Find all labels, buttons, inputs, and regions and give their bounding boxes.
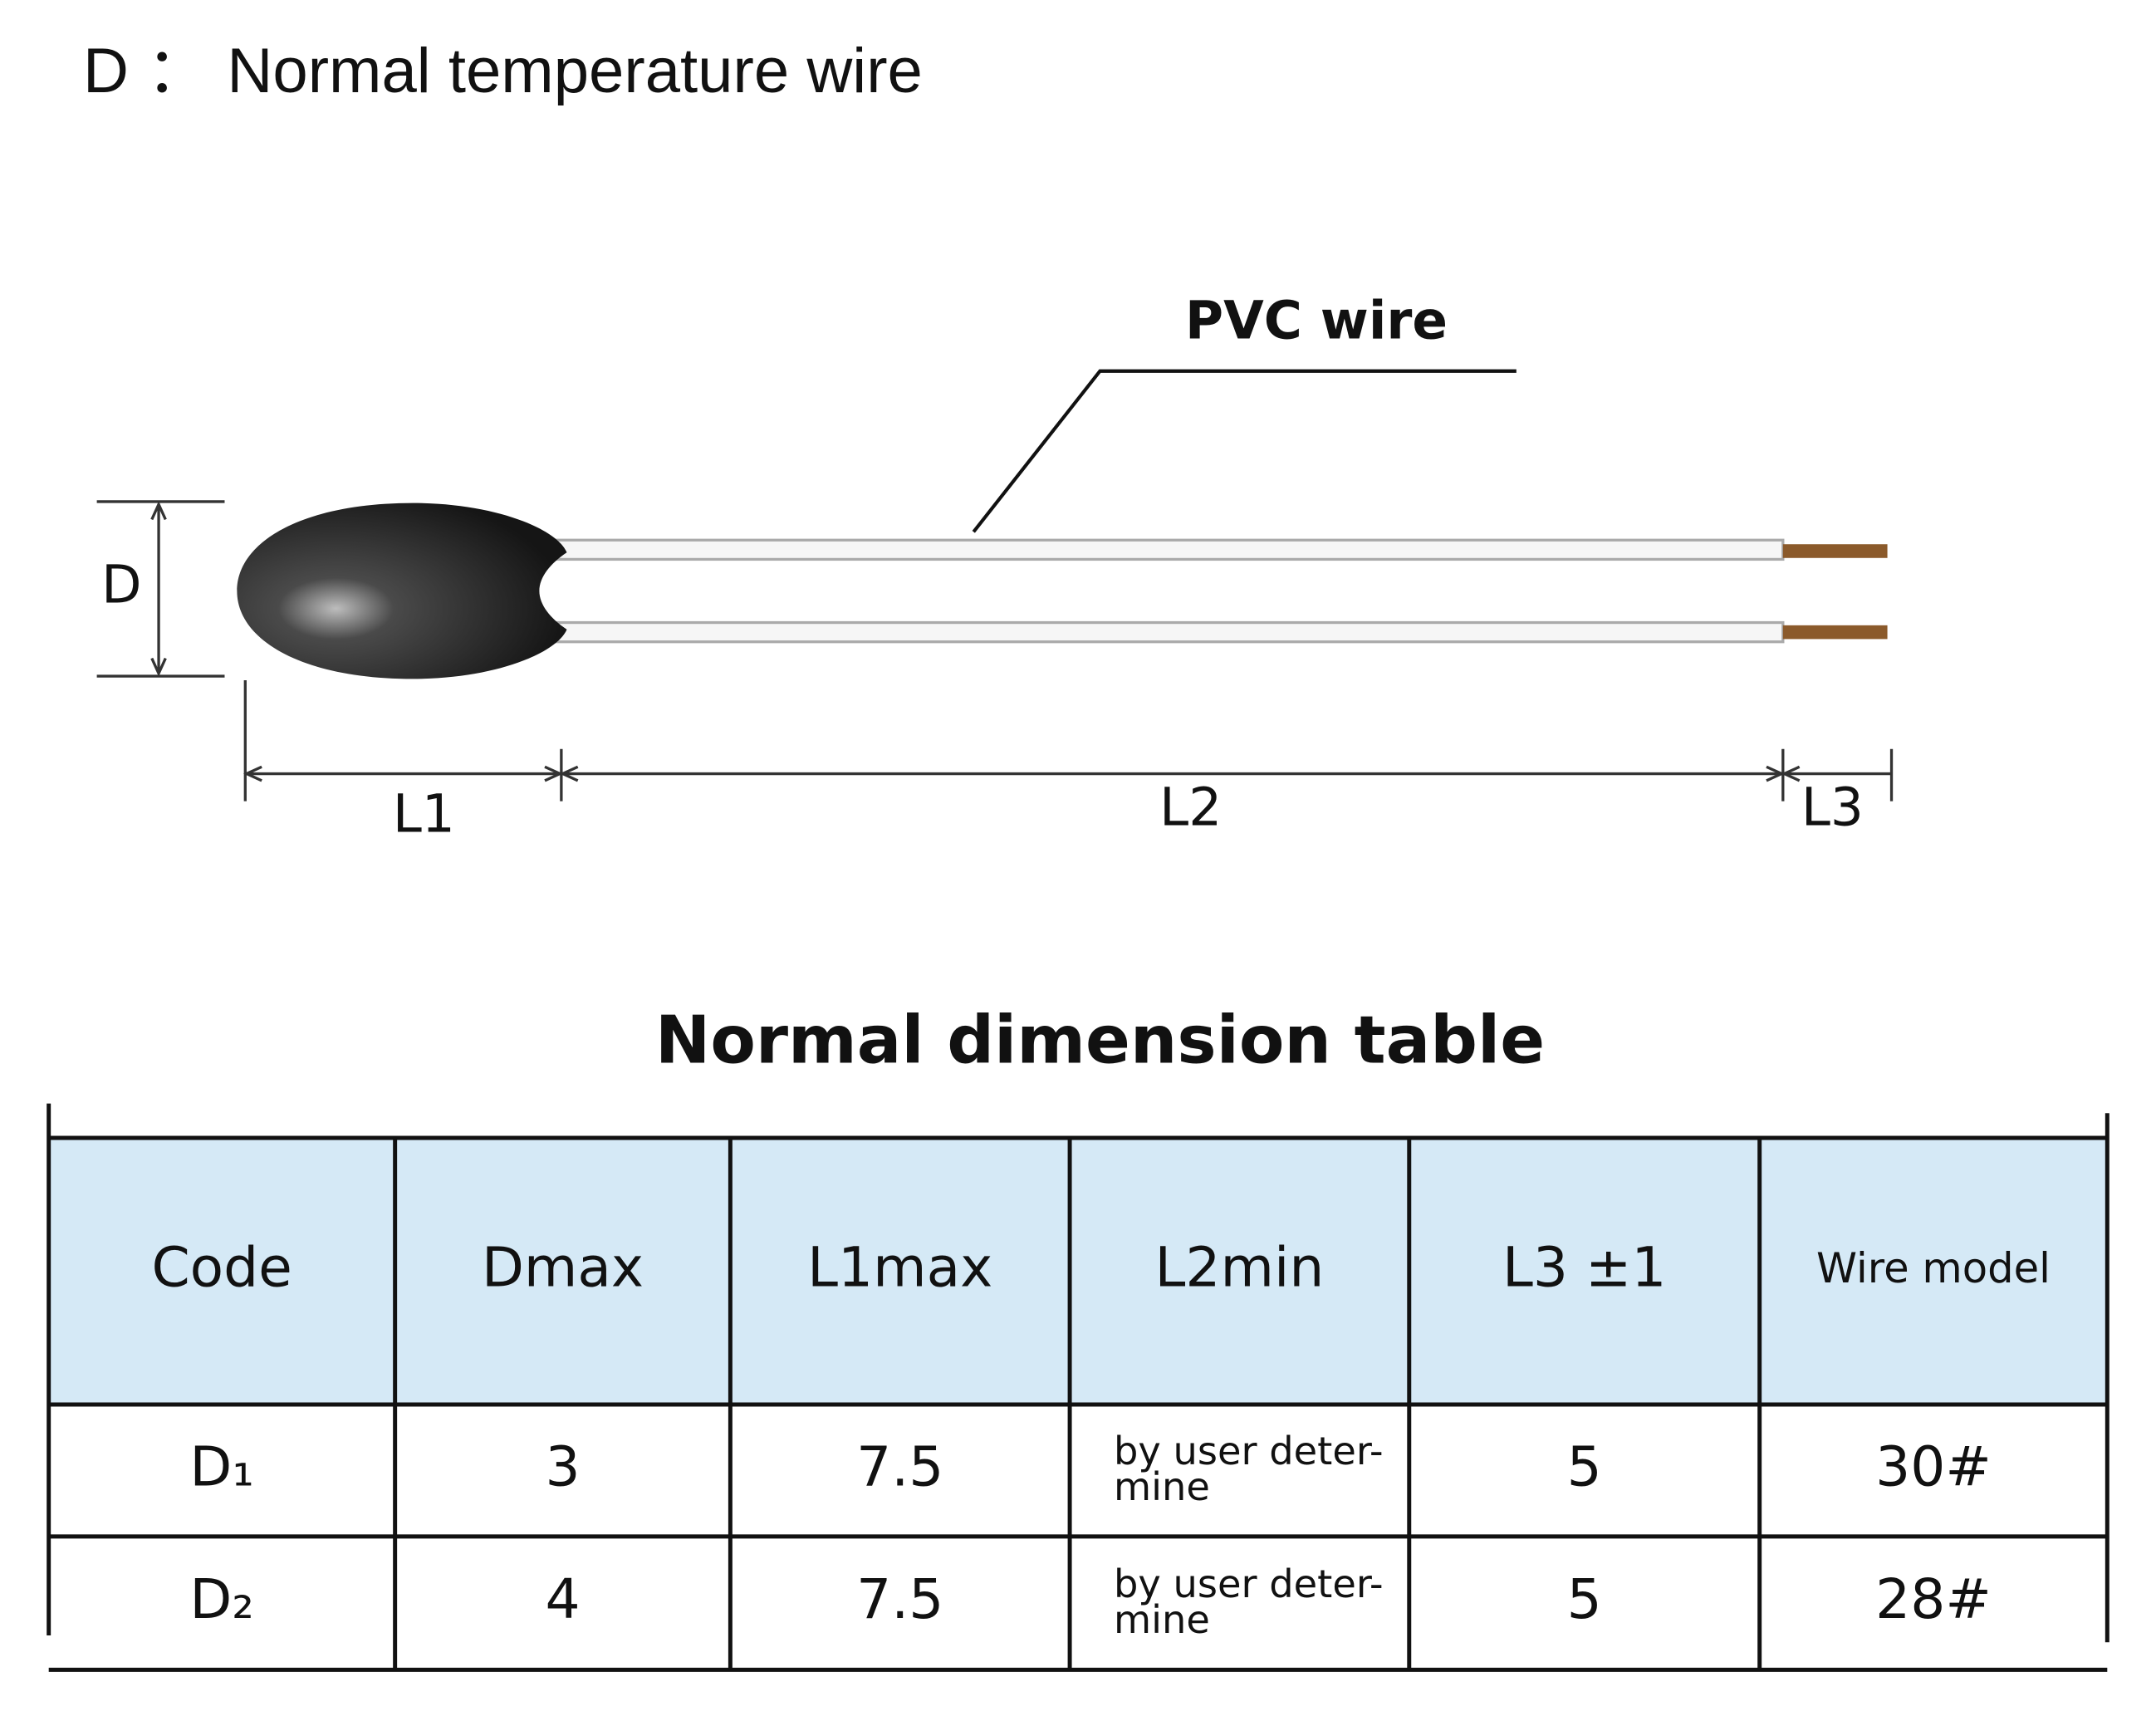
header-background	[48, 1138, 2108, 1405]
table-title: Normal dimension table	[655, 1001, 1545, 1078]
table-cell: 7.5	[856, 1435, 943, 1499]
column-header: Dmax	[482, 1236, 644, 1300]
wire-label: PVC wire	[1185, 291, 1448, 351]
table-cell: 30#	[1875, 1435, 1992, 1499]
column-header: L2min	[1155, 1236, 1325, 1300]
table-cell: 4	[545, 1567, 580, 1631]
copper-end	[1782, 625, 1888, 640]
wire	[541, 620, 1785, 644]
bead	[237, 503, 567, 679]
table-cell: 5	[1567, 1435, 1602, 1499]
dimension-label: L1	[393, 784, 455, 845]
table-cell: 3	[545, 1435, 580, 1499]
table-cell: 28#	[1875, 1567, 1992, 1631]
table-cell: mine	[1114, 1464, 1210, 1509]
column-header: Wire model	[1816, 1244, 2051, 1292]
table-cell: 5	[1567, 1567, 1602, 1631]
thermistor-drawing: PVC wire D L1 L2 L3	[96, 291, 1894, 845]
wire	[541, 538, 1785, 561]
dimension-label: L2	[1159, 777, 1222, 837]
dimension-lines	[96, 500, 1894, 802]
table-cell: D₂	[189, 1567, 253, 1631]
table-cell: by user deter-	[1114, 1429, 1384, 1473]
column-header: L3 ±1	[1502, 1236, 1667, 1300]
column-header: Code	[151, 1236, 292, 1300]
table-cell: by user deter-	[1114, 1561, 1384, 1606]
table-cell: 7.5	[856, 1567, 943, 1631]
copper-end	[1782, 544, 1888, 558]
dimension-label: L3	[1801, 777, 1864, 837]
leader-line	[972, 369, 1517, 533]
dimension-label: D	[101, 554, 141, 615]
table-cell: mine	[1114, 1597, 1210, 1642]
column-header: L1max	[807, 1236, 992, 1300]
page-title: D ： Normal temperature wire	[83, 36, 923, 106]
dimension-table: Code Dmax L1max L2min L3 ±1 Wire model D₁ 3 7.5 b…	[47, 1103, 2109, 1672]
table-cell: D₁	[189, 1435, 253, 1499]
